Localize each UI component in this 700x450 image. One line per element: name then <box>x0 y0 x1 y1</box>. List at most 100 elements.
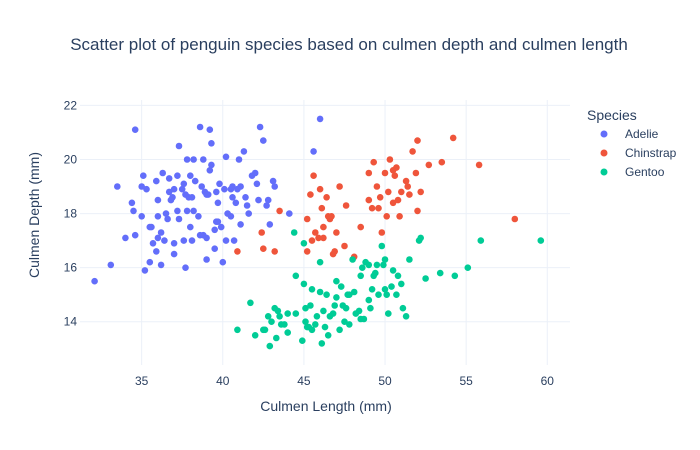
adelie-point <box>243 202 251 209</box>
chinstrap-point <box>373 183 381 190</box>
adelie-point <box>237 183 244 190</box>
adelie-point <box>206 126 214 133</box>
gentoo-point <box>464 264 472 272</box>
chinstrap-point <box>398 188 405 196</box>
x-axis-title: Culmen Length (mm) <box>260 398 392 414</box>
adelie-point <box>157 229 165 236</box>
adelie-point <box>148 223 155 231</box>
chinstrap-point <box>320 223 327 231</box>
chinstrap-point <box>368 204 376 212</box>
gentoo-point <box>368 286 376 293</box>
gentoo-point <box>299 337 306 345</box>
gentoo-point <box>268 318 275 326</box>
adelie-point <box>149 240 157 247</box>
adelie-point <box>122 234 129 242</box>
adelie-point <box>240 148 248 155</box>
adelie-point <box>140 172 147 179</box>
gentoo-point <box>308 286 316 293</box>
gentoo-point <box>406 256 413 263</box>
adelie-point <box>183 207 191 215</box>
chinstrap-point <box>438 158 446 166</box>
gentoo-point <box>312 321 319 328</box>
gentoo-point <box>341 318 348 326</box>
gentoo-point <box>349 256 356 263</box>
chinstrap-point <box>303 248 311 255</box>
adelie-point <box>206 167 214 174</box>
adelie-point <box>159 169 166 177</box>
gentoo-point <box>422 275 429 282</box>
gentoo-point <box>342 304 350 312</box>
adelie-point <box>219 258 227 266</box>
gentoo-point <box>375 291 382 299</box>
adelie-point <box>217 223 225 231</box>
x-tick-label: 60 <box>541 374 555 388</box>
gentoo-point <box>302 318 309 326</box>
adelie-point <box>174 207 181 215</box>
adelie-point <box>169 194 176 201</box>
y-tick-label: 18 <box>64 207 78 221</box>
chinstrap-point <box>425 161 433 169</box>
adelie-point <box>188 237 196 244</box>
gentoo-point <box>313 313 321 320</box>
gentoo-point <box>273 334 280 342</box>
gentoo-point <box>266 342 274 350</box>
adelie-point <box>286 210 293 217</box>
gentoo-point <box>365 261 373 269</box>
gentoo-point <box>316 288 324 296</box>
adelie-point <box>195 213 202 220</box>
gentoo-point <box>389 267 397 274</box>
gentoo-point <box>346 291 353 299</box>
adelie-point <box>213 188 220 196</box>
gentoo-point <box>307 302 314 309</box>
gentoo-point <box>393 291 400 299</box>
adelie-point <box>214 218 222 225</box>
adelie-point <box>191 177 199 185</box>
adelie-point <box>153 248 160 255</box>
chinstrap-point <box>276 207 283 215</box>
adelie-point <box>170 240 178 247</box>
chinstrap-point <box>336 183 343 190</box>
gentoo-point <box>372 269 379 277</box>
gentoo-point <box>360 315 368 323</box>
gentoo-point <box>380 261 387 269</box>
gentoo-point <box>385 310 392 317</box>
chinstrap-point <box>271 248 279 255</box>
adelie-point <box>271 183 279 190</box>
chinstrap-point <box>341 242 348 250</box>
gentoo-point <box>355 307 363 315</box>
gentoo-point <box>300 280 308 288</box>
gentoo-point <box>394 272 402 280</box>
gentoo-point <box>292 272 300 280</box>
chinstrap-point <box>412 169 420 177</box>
x-tick-label: 50 <box>378 374 392 388</box>
gentoo-point <box>398 280 405 288</box>
adelie-point <box>143 185 150 193</box>
legend: Species Adelie Chinstrap Gentoo <box>587 107 677 179</box>
y-tick-label: 20 <box>64 152 78 166</box>
chinstrap-point <box>370 158 378 166</box>
adelie-point <box>222 237 230 244</box>
adelie-point <box>161 237 168 244</box>
adelie-point <box>180 180 188 188</box>
adelie-point <box>187 172 194 179</box>
adelie-point <box>175 142 183 150</box>
adelie-point <box>264 196 272 204</box>
adelie-point <box>269 177 277 185</box>
chinstrap-point <box>406 191 413 198</box>
adelie-point <box>208 161 215 169</box>
chinstrap-point <box>307 191 314 198</box>
adelie-point <box>216 180 223 188</box>
chinstrap-point <box>385 188 392 196</box>
chinstrap-point <box>315 234 322 242</box>
chinstrap-point <box>389 199 397 207</box>
legend-label-gentoo: Gentoo <box>625 165 665 179</box>
gentoo-point <box>308 326 316 334</box>
adelie-point <box>196 123 204 131</box>
adelie-point <box>131 126 139 133</box>
chinstrap-point <box>260 245 267 252</box>
adelie-point <box>187 223 194 231</box>
adelie-point <box>154 196 162 204</box>
gentoo-point <box>247 299 254 307</box>
gentoo-point <box>365 296 373 304</box>
adelie-point <box>170 250 178 258</box>
